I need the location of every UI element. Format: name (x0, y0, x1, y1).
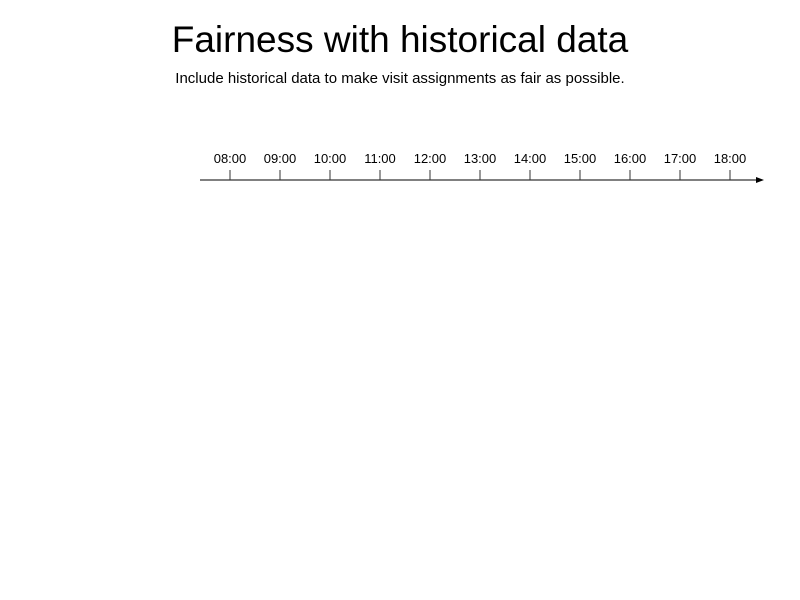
tick-label: 08:00 (214, 151, 247, 166)
tick-label: 11:00 (364, 151, 396, 166)
tick-label: 17:00 (664, 151, 697, 166)
tick-label: 18:00 (714, 151, 747, 166)
tick-label: 16:00 (614, 151, 647, 166)
axis-arrowhead (756, 177, 764, 183)
axis-ticks: 08:00 09:00 10:00 11:00 12:00 13:00 14:00 15:00… (214, 151, 747, 180)
tick-label: 13:00 (464, 151, 497, 166)
tick-label: 10:00 (314, 151, 347, 166)
tick-label: 15:00 (564, 151, 597, 166)
tick-label: 12:00 (414, 151, 447, 166)
tick-label: 14:00 (514, 151, 547, 166)
page-subtitle: Include historical data to make visit as… (175, 70, 625, 87)
tick-label: 09:00 (264, 151, 297, 166)
page-title: Fairness with historical data (171, 19, 629, 60)
